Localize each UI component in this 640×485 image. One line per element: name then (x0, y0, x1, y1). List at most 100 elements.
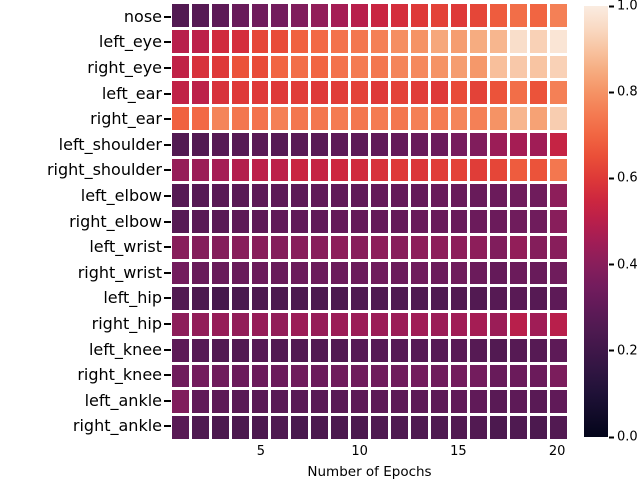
heatmap-cell (470, 132, 488, 156)
heatmap-cell (191, 313, 209, 336)
colorbar-tick-labels: 1.0 0.8 0.6 0.4 0.2 0.0 (609, 0, 639, 444)
heatmap-cell (450, 29, 468, 53)
heatmap-cell (331, 338, 349, 362)
heatmap-cell (530, 390, 548, 414)
heatmap-cell (450, 390, 468, 414)
heatmap-cell (251, 132, 269, 156)
heatmap-cell (331, 390, 349, 414)
y-tick-label: right_hip (91, 313, 162, 333)
heatmap-cell (490, 416, 508, 439)
heatmap-cell (172, 416, 189, 439)
heatmap-cell (530, 338, 548, 362)
heatmap-cell (231, 132, 249, 156)
heatmap-cell (191, 29, 209, 53)
heatmap-cell (172, 55, 189, 79)
heatmap-cell (311, 416, 329, 439)
heatmap-cell (291, 81, 309, 105)
colorbar-tick-label: 1.0 (609, 0, 638, 13)
x-axis-tick-labels: 5 10 15 20 (172, 444, 567, 461)
heatmap-cell (430, 4, 448, 27)
heatmap-cell (191, 184, 209, 208)
y-tick-mark (164, 209, 171, 235)
heatmap-cell (410, 4, 428, 27)
heatmap-cell (311, 210, 329, 233)
heatmap-cell (231, 261, 249, 285)
colorbar-tick-label: 0.2 (609, 344, 638, 357)
heatmap-cell (331, 81, 349, 105)
heatmap-cell (351, 313, 368, 336)
heatmap-cell (251, 55, 269, 79)
heatmap-cell (231, 158, 249, 182)
heatmap-cell (211, 235, 229, 259)
heatmap-cell (530, 313, 548, 336)
heatmap-cell (311, 132, 329, 156)
heatmap-cell (271, 55, 289, 79)
heatmap-cell (550, 29, 567, 53)
heatmap-cell (490, 107, 508, 130)
heatmap-cell (370, 261, 388, 285)
heatmap-cell (510, 390, 528, 414)
heatmap-cell (370, 184, 388, 208)
heatmap-cell (430, 287, 448, 311)
colorbar-tick-label: 0.8 (609, 86, 638, 99)
heatmap-cell (291, 132, 309, 156)
heatmap-cell (370, 55, 388, 79)
y-tick-label: left_elbow (80, 185, 162, 205)
heatmap-cell (530, 287, 548, 311)
heatmap-cell (430, 29, 448, 53)
heatmap-cell (470, 313, 488, 336)
heatmap-cell (430, 184, 448, 208)
heatmap-cell (172, 132, 189, 156)
heatmap-cell (530, 29, 548, 53)
heatmap-cell (550, 184, 567, 208)
heatmap-cell (550, 210, 567, 233)
heatmap-cell (390, 132, 408, 156)
heatmap-cell (550, 313, 567, 336)
heatmap-cell (211, 261, 229, 285)
heatmap-cell (191, 55, 209, 79)
heatmap-cell (291, 158, 309, 182)
heatmap-cell (251, 261, 269, 285)
heatmap-cell (311, 261, 329, 285)
heatmap-cell (251, 287, 269, 311)
heatmap-cell (291, 55, 309, 79)
heatmap-cell (450, 4, 468, 27)
heatmap-cell (390, 235, 408, 259)
heatmap-cell (430, 364, 448, 388)
heatmap-cell (351, 55, 368, 79)
heatmap-cell (331, 184, 349, 208)
heatmap-cell (450, 235, 468, 259)
y-tick-label: left_wrist (89, 237, 162, 257)
y-tick-mark (164, 337, 171, 363)
heatmap-cell (490, 364, 508, 388)
heatmap-cell (550, 261, 567, 285)
heatmap-cell (490, 158, 508, 182)
y-tick-label: right_wrist (77, 262, 162, 282)
heatmap-cell (251, 390, 269, 414)
heatmap-cell (470, 210, 488, 233)
heatmap-cell (490, 81, 508, 105)
heatmap-cell (211, 132, 229, 156)
heatmap-cell (231, 55, 249, 79)
heatmap-cell (370, 416, 388, 439)
heatmap-cell (430, 313, 448, 336)
heatmap-cell (450, 364, 468, 388)
heatmap-cell (211, 158, 229, 182)
heatmap-cell (331, 107, 349, 130)
x-axis-title: Number of Epochs (307, 464, 432, 480)
heatmap-cell (470, 81, 488, 105)
heatmap-cell (450, 107, 468, 130)
heatmap-cell (390, 287, 408, 311)
heatmap-cell (191, 287, 209, 311)
heatmap-cell (291, 210, 309, 233)
heatmap-cell (470, 287, 488, 311)
heatmap-cell (410, 261, 428, 285)
heatmap-cell (530, 364, 548, 388)
heatmap-cell (271, 338, 289, 362)
heatmap-cell (370, 364, 388, 388)
heatmap-cell (470, 107, 488, 130)
heatmap-cell (211, 81, 229, 105)
heatmap-cell (311, 287, 329, 311)
heatmap-cell (331, 313, 349, 336)
y-tick-label: left_hip (103, 288, 162, 308)
